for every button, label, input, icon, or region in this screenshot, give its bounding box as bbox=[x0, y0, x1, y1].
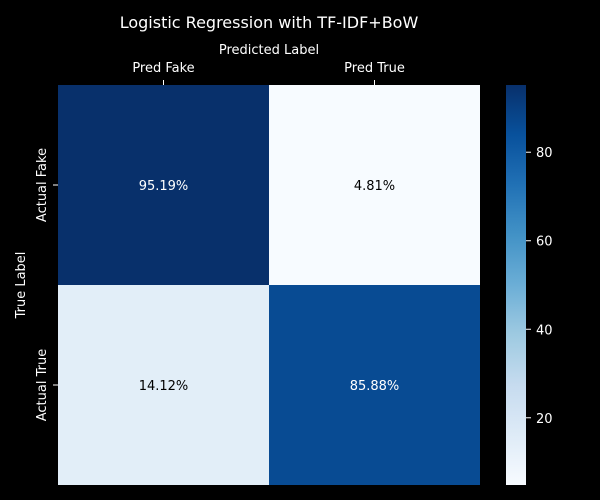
cell-label-r0-c0: 95.19% bbox=[139, 179, 189, 194]
colorbar-tick-label: 40 bbox=[536, 323, 553, 338]
y-axis-label: True Label bbox=[14, 252, 29, 320]
colorbar-ticks: 20 40 60 80 bbox=[526, 146, 553, 427]
x-axis-label: Predicted Label bbox=[219, 43, 319, 58]
x-axis-ticks: Pred Fake Pred True bbox=[132, 61, 405, 85]
colorbar-tick-label: 20 bbox=[536, 412, 553, 427]
cell-label-r1-c1: 85.88% bbox=[350, 379, 400, 394]
y-tick-label: Actual True bbox=[35, 349, 50, 421]
cell-label-r0-c1: 4.81% bbox=[354, 179, 395, 194]
x-tick-label: Pred True bbox=[344, 61, 405, 76]
heatmap-cells bbox=[58, 85, 480, 485]
colorbar-tick-label: 60 bbox=[536, 235, 553, 250]
y-tick-label: Actual Fake bbox=[35, 148, 50, 222]
colorbar bbox=[506, 85, 526, 485]
heatmap-cell-labels: 95.19% 4.81% 14.12% 85.88% bbox=[139, 179, 400, 394]
chart-title: Logistic Regression with TF-IDF+BoW bbox=[120, 13, 419, 32]
y-axis-ticks: Actual Fake Actual True bbox=[35, 148, 58, 421]
heatmap-cell-r1-c0 bbox=[58, 285, 269, 485]
colorbar-tick-label: 80 bbox=[536, 146, 553, 161]
x-tick-label: Pred Fake bbox=[132, 61, 194, 76]
heatmap-cell-r0-c1 bbox=[269, 85, 480, 285]
cell-label-r1-c0: 14.12% bbox=[139, 379, 189, 394]
heatmap-cell-r1-c1 bbox=[269, 285, 480, 485]
heatmap-cell-r0-c0 bbox=[58, 85, 269, 285]
